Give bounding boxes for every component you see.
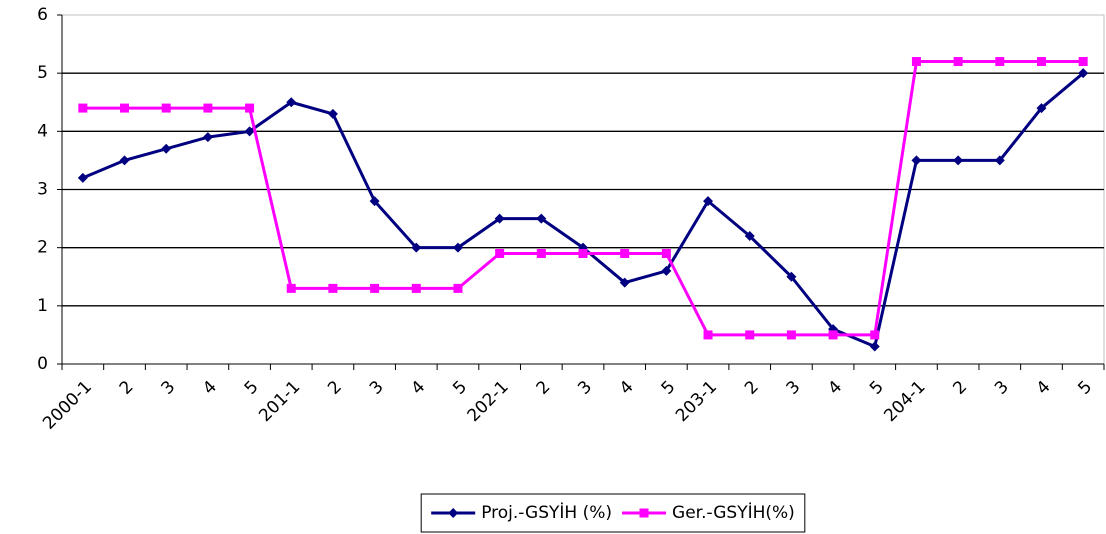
x-tick-label: 3 (157, 377, 179, 399)
x-tick-label: 2000-1 (39, 377, 96, 434)
x-tick-label: 2 (533, 377, 555, 399)
marker (161, 143, 172, 154)
x-tick-label: 5 (1074, 377, 1096, 399)
y-tick-label: 0 (37, 354, 48, 374)
x-tick-label: 4 (199, 377, 221, 399)
marker (1078, 68, 1089, 79)
marker (448, 508, 459, 518)
marker (828, 330, 838, 340)
marker (453, 283, 463, 293)
legend: Proj.-GSYİH (%) Ger.-GSYİH(%) (420, 493, 806, 533)
y-tick-label: 2 (37, 238, 48, 258)
marker (286, 283, 296, 293)
marker (661, 248, 671, 258)
marker (745, 330, 755, 340)
marker (953, 57, 963, 67)
marker (119, 155, 130, 166)
y-tick-label: 3 (37, 180, 48, 200)
marker (77, 172, 88, 183)
marker (639, 508, 649, 518)
marker (911, 57, 921, 67)
x-tick-label: 2 (116, 377, 138, 399)
marker (1036, 103, 1047, 114)
marker (327, 108, 338, 119)
marker (578, 248, 588, 258)
x-tick-label: 202-1 (464, 377, 513, 426)
marker (328, 283, 338, 293)
marker (703, 330, 713, 340)
marker (536, 248, 546, 258)
legend-box (420, 493, 806, 533)
x-tick-label: 3 (574, 377, 596, 399)
marker (202, 132, 213, 143)
marker (411, 242, 422, 253)
x-tick-label: 3 (783, 377, 805, 399)
marker (620, 248, 630, 258)
marker (411, 283, 421, 293)
marker (1078, 57, 1088, 67)
marker (370, 283, 380, 293)
marker (495, 248, 505, 258)
marker (869, 341, 880, 352)
marker (120, 103, 130, 113)
marker (245, 103, 255, 113)
marker (661, 265, 672, 276)
x-tick-label: 203-1 (672, 377, 721, 426)
x-tick-label: 2 (949, 377, 971, 399)
marker (536, 213, 547, 224)
marker (744, 231, 755, 242)
x-tick-label: 3 (366, 377, 388, 399)
marker (995, 57, 1005, 67)
legend-label: Ger.-GSYİH(%) (672, 502, 795, 523)
marker (203, 103, 213, 113)
marker (953, 155, 964, 166)
y-tick-label: 4 (37, 121, 48, 141)
x-tick-label: 5 (449, 377, 471, 399)
marker (286, 97, 297, 108)
marker (786, 330, 796, 340)
x-tick-label: 201-1 (255, 377, 304, 426)
marker (452, 242, 463, 253)
marker (494, 213, 505, 224)
marker (870, 330, 880, 340)
marker (1036, 57, 1046, 67)
legend-label: Proj.-GSYİH (%) (481, 502, 612, 523)
marker (703, 196, 714, 207)
marker (619, 277, 630, 288)
x-tick-label: 2 (324, 377, 346, 399)
marker (78, 103, 88, 113)
x-tick-label: 5 (241, 377, 263, 399)
y-tick-label: 6 (37, 5, 48, 25)
x-tick-label: 4 (408, 377, 430, 399)
x-tick-label: 2 (741, 377, 763, 399)
marker (244, 126, 255, 137)
marker (911, 155, 922, 166)
series-line (82, 60, 1084, 337)
y-tick-label: 1 (37, 296, 48, 316)
x-tick-label: 3 (991, 377, 1013, 399)
x-tick-label: 204-1 (880, 377, 929, 426)
y-tick-label: 5 (37, 63, 48, 83)
x-tick-label: 4 (1033, 377, 1055, 399)
marker (786, 271, 797, 282)
marker (994, 155, 1005, 166)
marker (369, 196, 380, 207)
x-tick-label: 4 (824, 377, 846, 399)
marker (161, 103, 171, 113)
x-tick-label: 4 (616, 377, 638, 399)
x-tick-label: 5 (866, 377, 888, 399)
x-tick-label: 5 (658, 377, 680, 399)
